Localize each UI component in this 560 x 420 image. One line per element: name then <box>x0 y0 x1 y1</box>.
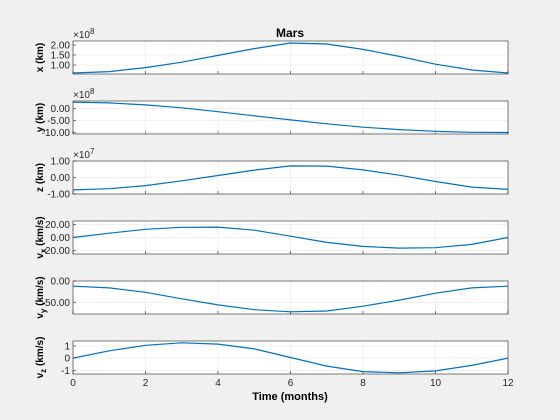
series-line <box>72 42 509 74</box>
series-line <box>72 342 509 374</box>
y-tick-label: 1.50 <box>51 51 71 62</box>
series-line <box>72 165 509 191</box>
x-tick-label: 6 <box>288 378 294 389</box>
y-tick-label: 0 <box>64 354 70 365</box>
subplot-6: 0 2 4 6 8 10 12 -10 1 vz (km/s) <box>35 337 514 389</box>
y-tick-label: 0.00 <box>51 173 71 184</box>
x-tick-label: 0 <box>70 378 76 389</box>
axes-box <box>72 160 509 195</box>
x-tick-label: 12 <box>502 378 514 389</box>
y-axis-label: vz (km/s) <box>35 337 48 379</box>
axes-box <box>72 40 509 75</box>
y-axis-label: vy (km/s) <box>35 276 48 318</box>
y-tick-label: 1.00 <box>51 61 71 72</box>
y-axis-label: vx (km/s) <box>35 216 48 258</box>
y-tick-label: -5.00 <box>47 116 70 127</box>
subplot-2: -10.00-5.000.00 y (km) ×108 <box>35 87 509 139</box>
y-axis-label: y (km) <box>35 103 46 132</box>
axes-box <box>72 340 509 375</box>
x-axis-label: Time (months) <box>252 391 328 403</box>
x-tick-label: 10 <box>430 378 442 389</box>
y-tick-label: 0.00 <box>51 104 71 115</box>
y-tick-label: 1 <box>64 341 70 352</box>
y-tick-label: -20.00 <box>42 246 71 257</box>
x-tick-label: 2 <box>143 378 149 389</box>
figure-title: Mars <box>276 26 304 40</box>
axes-box <box>72 280 509 315</box>
y-axis-label: x (km) <box>35 43 46 72</box>
series-line <box>72 285 509 313</box>
y-tick-label: -1.00 <box>47 190 70 201</box>
axes-box <box>72 220 509 255</box>
series-line <box>72 226 509 249</box>
y-tick-label: 20.00 <box>45 220 70 231</box>
subplot-1: 1.001.502.00 x (km) ×108 <box>35 27 509 75</box>
y-tick-label: 0.00 <box>51 277 71 288</box>
y-tick-label: -50.00 <box>42 298 71 309</box>
y-tick-label: -10.00 <box>42 128 71 139</box>
y-tick-label: 0.00 <box>51 233 71 244</box>
exponent-label: ×108 <box>73 27 95 41</box>
y-axis-label: z (km) <box>35 163 46 192</box>
y-tick-label: 2.00 <box>51 41 71 52</box>
y-tick-label: -1 <box>61 366 70 377</box>
exponent-label: ×108 <box>73 87 95 101</box>
series-line <box>72 101 509 134</box>
axes-box <box>72 100 509 135</box>
x-tick-label: 8 <box>360 378 366 389</box>
y-tick-label: 1.00 <box>51 157 71 168</box>
x-tick-label: 4 <box>215 378 221 389</box>
exponent-label: ×107 <box>73 147 95 161</box>
subplot-3: -1.00 0.00 1.00 z (km) ×107 <box>35 147 509 201</box>
